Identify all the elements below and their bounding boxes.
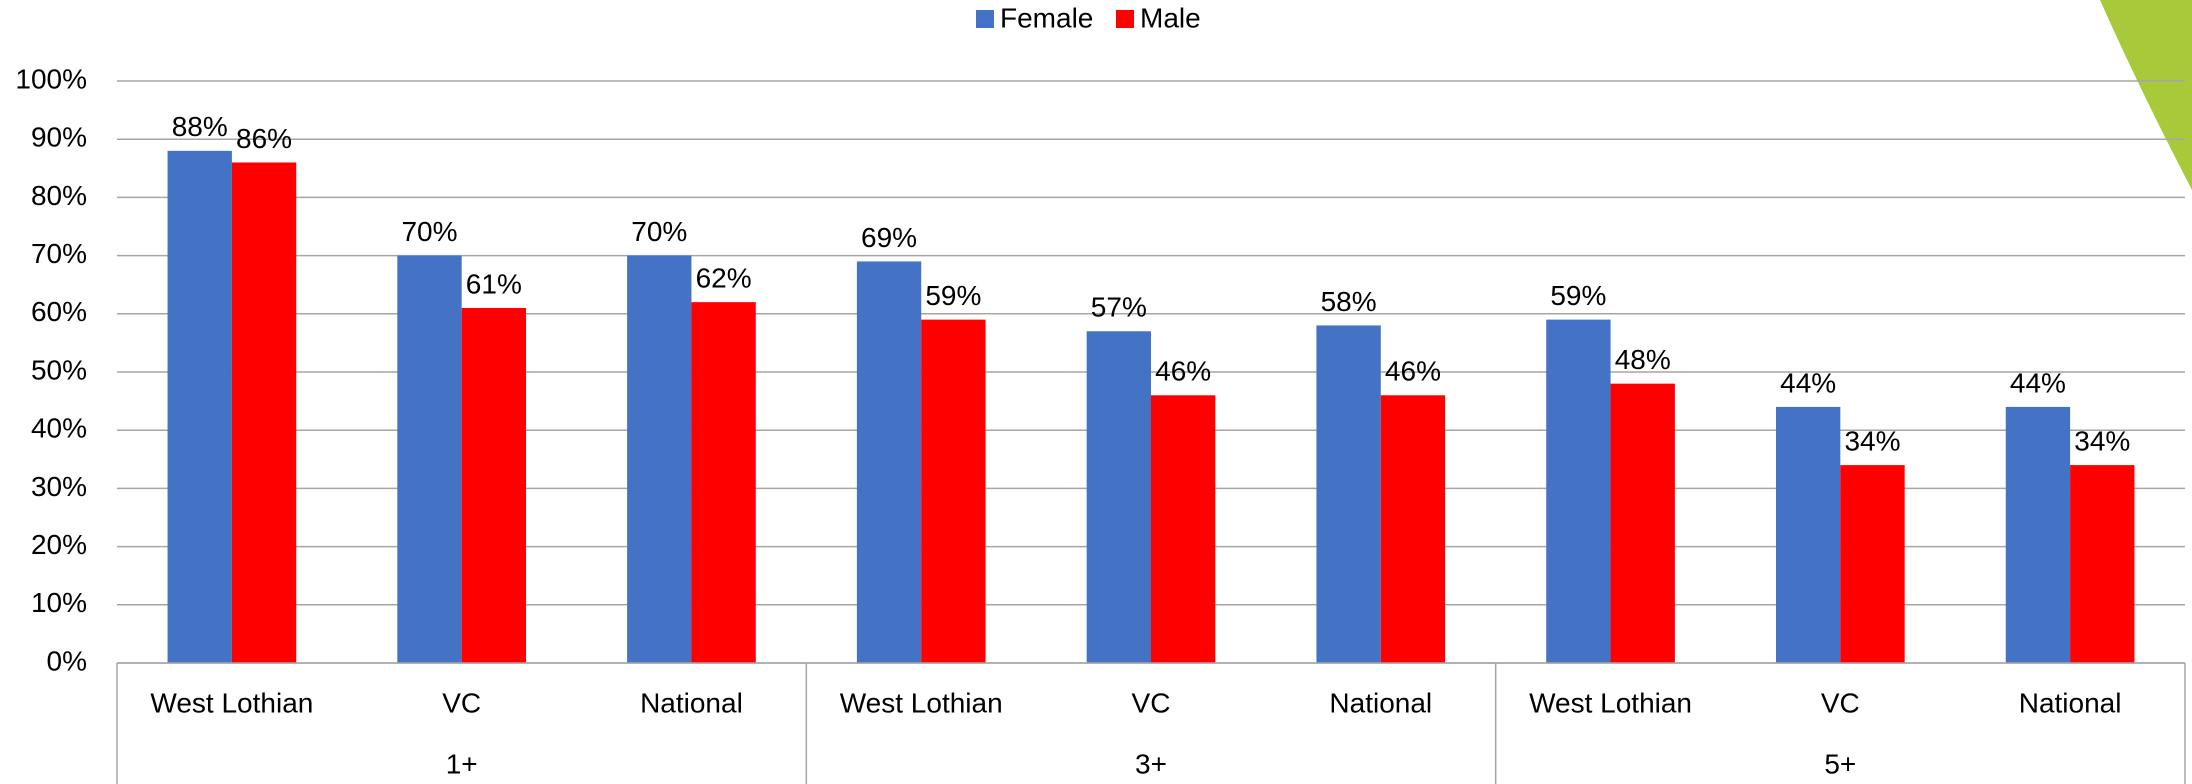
x-tick-label: VC xyxy=(442,687,481,718)
x-tick-label: VC xyxy=(1821,687,1860,718)
bar xyxy=(2070,465,2135,663)
bar xyxy=(691,302,756,663)
group-label: 3+ xyxy=(1135,748,1167,779)
x-tick-label: National xyxy=(2019,687,2122,718)
value-label: 34% xyxy=(2074,426,2130,457)
decoration xyxy=(2100,0,2192,190)
y-tick-label: 0% xyxy=(47,645,87,676)
bar xyxy=(231,162,297,664)
y-tick-label: 20% xyxy=(31,529,87,560)
bar xyxy=(1840,465,1905,663)
y-tick-label: 60% xyxy=(31,296,87,327)
x-tick-label: West Lothian xyxy=(150,687,313,718)
value-label: 46% xyxy=(1385,356,1441,387)
y-tick-label: 50% xyxy=(31,354,87,385)
value-label: 58% xyxy=(1321,286,1377,317)
bar xyxy=(1151,395,1216,663)
value-label: 70% xyxy=(631,216,687,247)
bar xyxy=(627,255,692,663)
value-label: 57% xyxy=(1091,292,1147,323)
value-label: 69% xyxy=(861,222,917,253)
value-label: 34% xyxy=(1844,426,1900,457)
bar xyxy=(167,150,232,664)
legend-swatch xyxy=(976,10,994,28)
value-label: 70% xyxy=(401,216,457,247)
bar xyxy=(856,261,922,663)
y-tick-label: 80% xyxy=(31,180,87,211)
y-tick-label: 40% xyxy=(31,413,87,444)
x-tick-label: National xyxy=(1329,687,1432,718)
value-label: 48% xyxy=(1615,344,1671,375)
value-label: 44% xyxy=(1780,367,1836,398)
y-tick-label: 70% xyxy=(31,238,87,269)
value-label: 61% xyxy=(466,268,522,299)
value-label: 59% xyxy=(1550,280,1606,311)
y-tick-label: 10% xyxy=(31,587,87,618)
legend-label: Female xyxy=(1000,2,1093,33)
group-label: 5+ xyxy=(1824,748,1856,779)
legend-label: Male xyxy=(1140,2,1201,33)
x-tick-label: National xyxy=(640,687,743,718)
y-tick-label: 90% xyxy=(31,122,87,153)
legend-swatch xyxy=(1116,10,1134,28)
value-label: 88% xyxy=(172,111,228,142)
value-label: 59% xyxy=(925,280,981,311)
bar xyxy=(1316,325,1381,663)
bar xyxy=(461,307,527,663)
value-label: 46% xyxy=(1155,356,1211,387)
bar xyxy=(1380,395,1446,663)
value-label: 86% xyxy=(236,123,292,154)
x-tick-label: West Lothian xyxy=(1529,687,1692,718)
x-tick-label: VC xyxy=(1132,687,1171,718)
bar xyxy=(1775,406,1841,663)
x-tick-label: West Lothian xyxy=(840,687,1003,718)
bar xyxy=(397,255,462,663)
bar xyxy=(1610,383,1675,663)
value-label: 62% xyxy=(696,263,752,294)
bar xyxy=(921,319,986,663)
group-label: 1+ xyxy=(446,748,478,779)
bar xyxy=(1086,331,1151,663)
bar xyxy=(2005,406,2071,663)
bar xyxy=(1546,319,1611,663)
y-tick-label: 30% xyxy=(31,471,87,502)
y-tick-label: 100% xyxy=(15,63,87,94)
value-label: 44% xyxy=(2010,367,2066,398)
